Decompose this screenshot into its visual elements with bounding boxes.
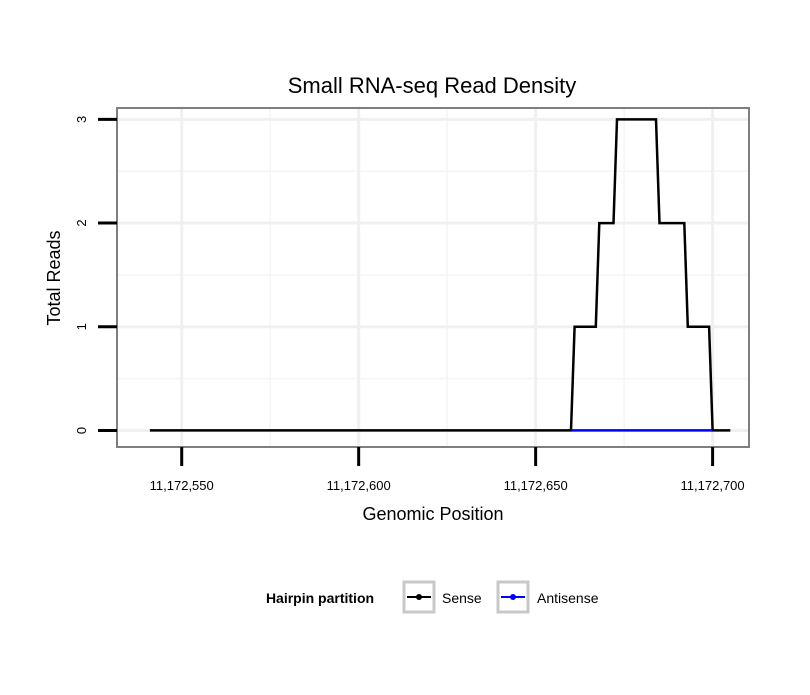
y-tick-label: 2 [74,219,89,226]
series-lines [149,118,731,432]
x-axis: 11,172,550 11,172,600 11,172,650 11,172,700 [150,447,745,493]
legend-title: Hairpin partition [266,590,374,606]
y-axis: 0 1 2 3 [74,116,117,434]
legend-key-antisense-point [510,594,516,600]
plot-panel-border [116,107,750,448]
y-tick-label: 3 [74,116,89,123]
x-tick-label: 11,172,650 [504,478,568,493]
grid-lines [118,109,748,446]
legend-label-sense: Sense [442,590,482,606]
x-tick-label: 11,172,550 [150,478,214,493]
y-tick-label: 1 [74,323,89,330]
legend: Hairpin partition Sense Antisense [266,580,599,614]
x-tick-label: 11,172,600 [327,478,391,493]
series-line-sense [149,118,731,432]
legend-label-antisense: Antisense [537,590,599,606]
legend-key-sense-point [416,594,422,600]
x-tick-label: 11,172,700 [681,478,745,493]
y-axis-title: Total Reads [44,230,64,325]
chart-title: Small RNA-seq Read Density [288,73,577,98]
y-tick-label: 0 [74,427,89,434]
x-axis-title: Genomic Position [362,504,503,524]
